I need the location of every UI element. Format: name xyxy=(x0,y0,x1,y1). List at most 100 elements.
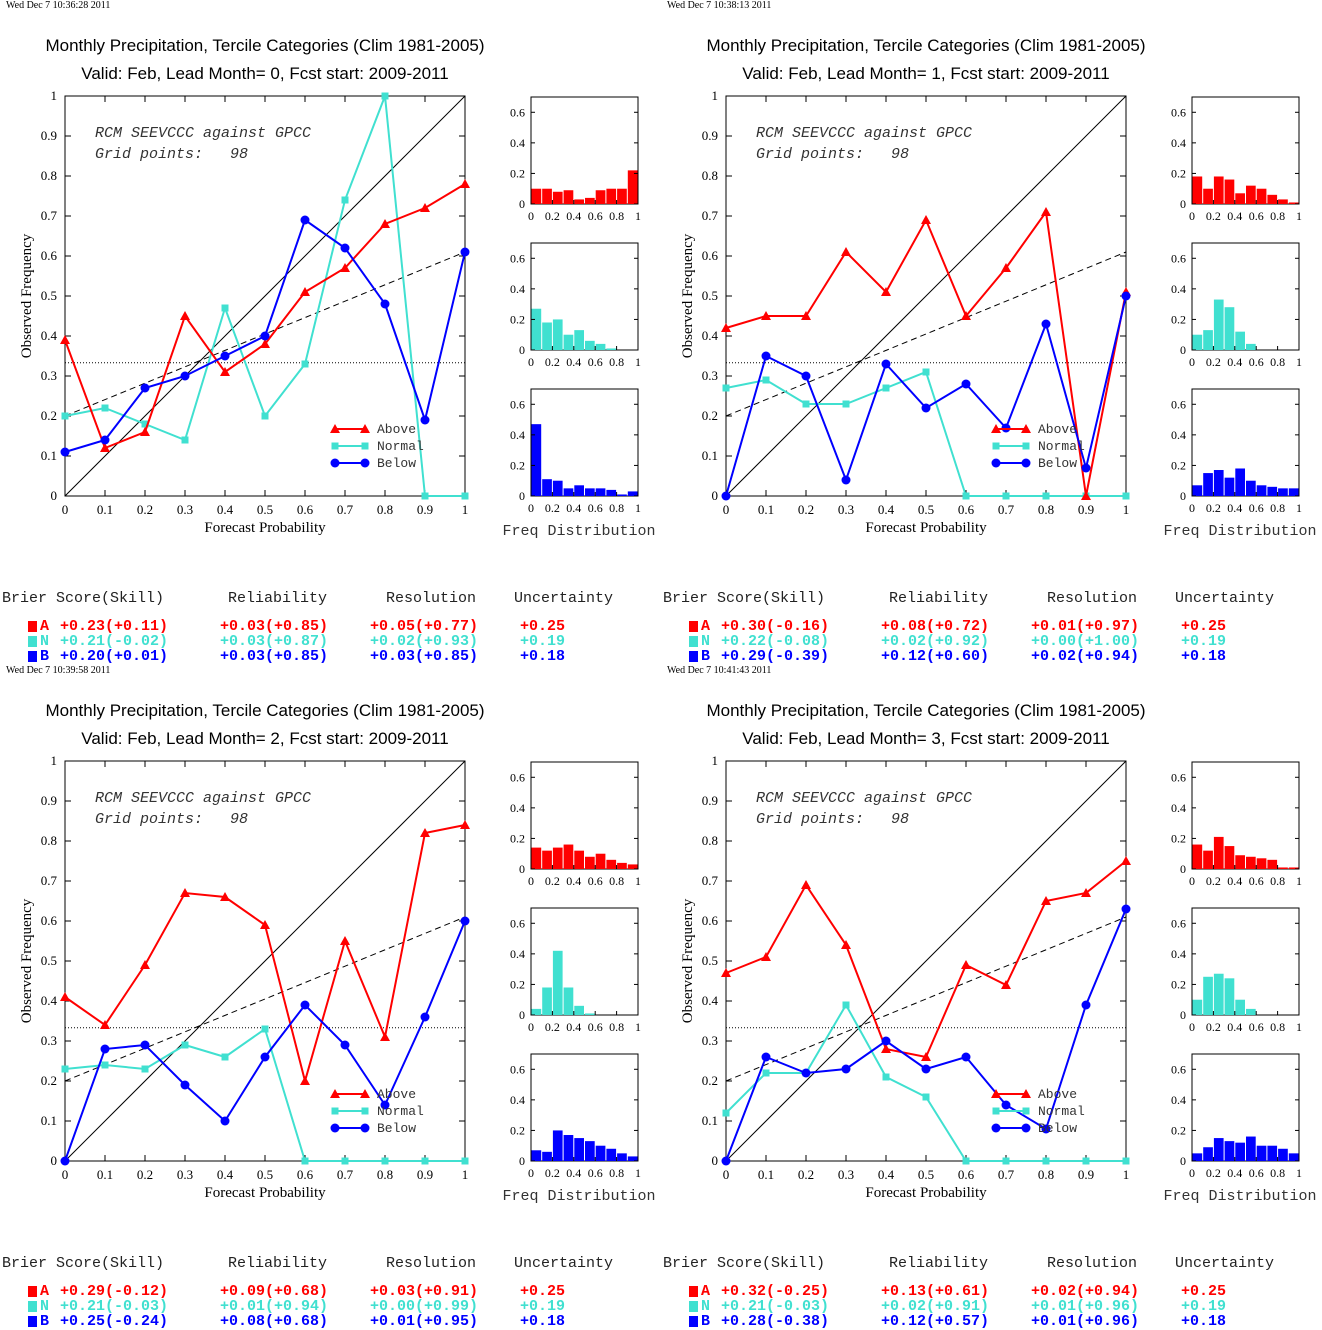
chart-title: Monthly Precipitation, Tercile Categorie… xyxy=(45,701,485,720)
y-axis-label: Observed Frequency xyxy=(19,233,35,358)
y-tick-label: 0.7 xyxy=(41,208,58,223)
hist-x-tick-label: 0.6 xyxy=(588,209,603,223)
square-marker xyxy=(101,1061,109,1069)
square-marker xyxy=(842,1001,850,1009)
triangle-marker xyxy=(60,992,70,1001)
x-tick-label: 0 xyxy=(62,502,69,517)
histogram-bar xyxy=(1235,999,1245,1015)
hist-x-tick-label: 0.6 xyxy=(1249,1166,1264,1180)
score-value: +0.05(+0.77) xyxy=(370,618,479,635)
histogram-bar xyxy=(1203,188,1213,204)
circle-marker xyxy=(330,1123,340,1133)
circle-marker xyxy=(841,1064,851,1074)
histogram-bar xyxy=(542,987,552,1015)
histogram-bar xyxy=(1235,193,1245,204)
hist-x-tick-label: 1 xyxy=(635,501,641,515)
square-marker xyxy=(101,404,109,412)
score-table: Brier Score(Skill) Reliability Resolution U… xyxy=(661,1255,1322,1330)
no-skill-line xyxy=(725,916,1127,1082)
hist-x-tick-label: 0.8 xyxy=(609,209,624,223)
timestamp: Wed Dec 7 10:36:28 2011 xyxy=(6,0,111,11)
score-header: Resolution xyxy=(1047,1255,1138,1272)
hist-x-tick-label: 0 xyxy=(528,1020,534,1034)
hist-x-tick-label: 1 xyxy=(1296,1166,1302,1180)
circle-marker xyxy=(1041,1124,1051,1134)
circle-marker xyxy=(220,1116,230,1126)
circle-marker xyxy=(1041,319,1051,329)
hist-y-tick-label: 0 xyxy=(1180,489,1186,503)
triangle-marker xyxy=(991,424,1001,433)
score-value: +0.25 xyxy=(1181,618,1227,635)
score-value: +0.02(+0.94) xyxy=(1031,1283,1140,1300)
square-marker xyxy=(1122,1157,1130,1165)
square-marker xyxy=(722,1109,730,1117)
chart-title: Monthly Precipitation, Tercile Categorie… xyxy=(706,36,1146,55)
score-header: Brier Score(Skill) xyxy=(663,590,826,607)
histogram-bar xyxy=(627,864,638,869)
histogram-bar xyxy=(595,853,606,869)
hist-x-tick-label: 0 xyxy=(1189,501,1195,515)
score-header: Brier Score(Skill) xyxy=(2,590,165,607)
y-tick-label: 0.6 xyxy=(702,913,719,928)
no-skill-line xyxy=(64,251,466,417)
histogram-bar xyxy=(1288,488,1299,496)
histogram-bar xyxy=(563,987,574,1015)
legend-label-normal: Normal xyxy=(377,1104,424,1119)
histogram-bar xyxy=(606,188,617,204)
annotation-gridpoints: Grid points: 98 xyxy=(95,811,248,828)
y-tick-label: 0.1 xyxy=(702,1113,718,1128)
histogram-above: 0 0.2 0.4 0.6 0 0.2 0.4 0.6 0.8 1 xyxy=(510,96,641,223)
triangle-marker xyxy=(220,892,230,901)
y-tick-label: 0.6 xyxy=(702,248,719,263)
triangle-marker xyxy=(220,367,230,376)
triangle-marker xyxy=(180,311,190,320)
histogram-bar xyxy=(1278,1148,1288,1161)
histogram-frame xyxy=(530,388,639,497)
no-skill-line xyxy=(64,916,466,1082)
hist-y-tick-label: 0.6 xyxy=(510,770,525,784)
legend-label-below: Below xyxy=(1038,1121,1077,1136)
histogram-bar xyxy=(574,330,584,350)
x-tick-label: 0.1 xyxy=(97,502,113,517)
score-row-swatch xyxy=(28,621,37,632)
score-row-label: A xyxy=(701,618,711,635)
circle-marker xyxy=(721,1156,731,1166)
y-tick-label: 0.4 xyxy=(41,328,58,343)
score-value: +0.19 xyxy=(1181,633,1227,650)
square-marker xyxy=(301,1157,309,1165)
y-tick-label: 0.2 xyxy=(41,1073,57,1088)
circle-marker xyxy=(180,371,190,381)
hist-y-tick-label: 0.6 xyxy=(510,1062,525,1076)
hist-x-tick-label: 0.8 xyxy=(609,501,624,515)
series-below xyxy=(60,916,470,1166)
hist-x-tick-label: 0.6 xyxy=(588,874,603,888)
hist-x-tick-label: 0 xyxy=(1189,1166,1195,1180)
x-tick-label: 0.4 xyxy=(878,502,895,517)
square-marker xyxy=(882,1073,890,1081)
histogram-below: 0 0.2 0.4 0.6 0 0.2 0.4 0.6 0.8 1 xyxy=(1171,1053,1302,1180)
histogram-bar xyxy=(606,859,617,869)
triangle-marker xyxy=(961,311,971,320)
histogram-above: 0 0.2 0.4 0.6 0 0.2 0.4 0.6 0.8 1 xyxy=(1171,96,1302,223)
histogram-bar xyxy=(606,1148,617,1161)
x-tick-label: 0.3 xyxy=(838,502,854,517)
score-value: +0.29(-0.12) xyxy=(60,1283,169,1300)
score-row-label: N xyxy=(40,1298,50,1315)
hist-x-tick-label: 0.4 xyxy=(1227,1166,1242,1180)
circle-marker xyxy=(881,359,891,369)
hist-x-tick-label: 1 xyxy=(1296,209,1302,223)
x-tick-label: 0.6 xyxy=(297,1167,314,1182)
series-normal xyxy=(722,368,1130,500)
hist-x-tick-label: 1 xyxy=(635,874,641,888)
circle-marker xyxy=(360,458,370,468)
circle-marker xyxy=(921,403,931,413)
x-tick-label: 0.5 xyxy=(257,1167,273,1182)
hist-x-tick-label: 0.2 xyxy=(545,355,560,369)
score-header: Uncertainty xyxy=(514,1255,614,1272)
y-tick-label: 0.5 xyxy=(702,953,718,968)
hist-y-tick-label: 0 xyxy=(519,343,525,357)
score-value: +0.03(+0.85) xyxy=(220,618,329,635)
triangle-marker xyxy=(1041,207,1051,216)
square-marker xyxy=(762,376,770,384)
square-marker xyxy=(922,1093,930,1101)
